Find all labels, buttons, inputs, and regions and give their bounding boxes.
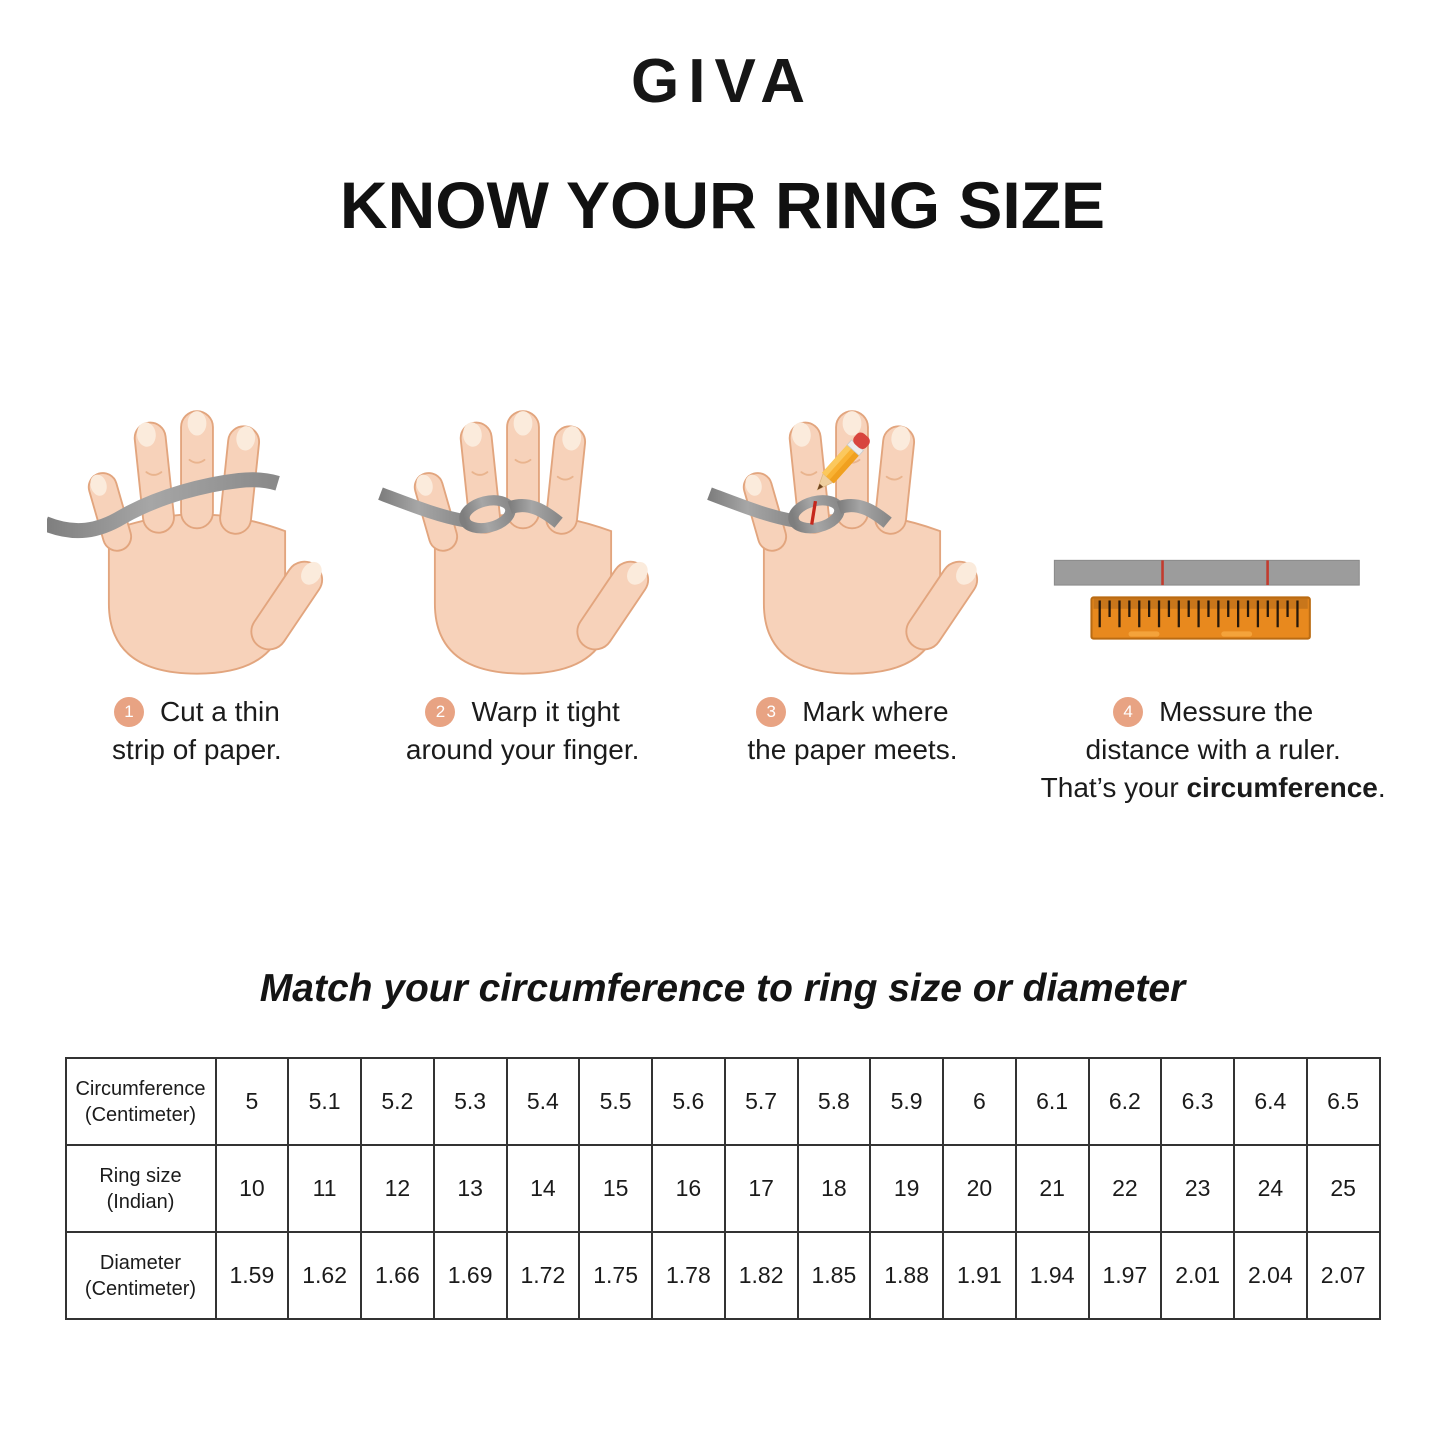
step-3: 3 Mark where the paper meets.	[688, 383, 1018, 807]
table-cell: 1.85	[796, 1231, 872, 1320]
table-cell: 23	[1160, 1144, 1235, 1233]
paper-strip-and-ruler-icon	[1048, 383, 1378, 683]
row-header: Ring size (Indian)	[64, 1144, 217, 1233]
step-2-number-badge: 2	[425, 697, 456, 727]
hand-with-pencil-mark-icon	[702, 383, 1002, 683]
table-cell: 13	[432, 1144, 508, 1233]
table-cell: 12	[360, 1144, 435, 1233]
table-cell: 1.66	[360, 1231, 435, 1320]
table-cell: 5.5	[578, 1057, 653, 1146]
page-title: KNOW YOUR RING SIZE	[339, 168, 1106, 242]
step-4-caption: 4 Messure the distance with a ruler. Tha…	[1041, 693, 1386, 807]
table-cell: 1.91	[942, 1231, 1017, 1320]
step-1-number-badge: 1	[113, 697, 144, 727]
table-cell: 5	[214, 1057, 290, 1146]
table-cell: 19	[869, 1144, 944, 1233]
step-1: 1 Cut a thin strip of paper.	[36, 383, 358, 807]
table-cell: 1.88	[869, 1231, 944, 1320]
table-cell: 6.5	[1305, 1057, 1381, 1146]
step-2-caption: 2 Warp it tight around your finger.	[406, 693, 640, 769]
table-cell: 1.72	[505, 1231, 581, 1320]
hand-with-strip-wrapped-icon	[373, 383, 673, 683]
table-cell: 1.62	[287, 1231, 362, 1320]
hand-with-paper-strip-icon	[46, 383, 347, 683]
ruler-icon	[1090, 596, 1312, 640]
table-cell: 6.2	[1087, 1057, 1163, 1146]
table-row: Ring size (Indian) 10 11 12 13 14 15 16 17 18 19 20 2…	[64, 1144, 1381, 1233]
step-4-line-2: distance with a ruler.	[1085, 734, 1341, 765]
brand-logo: GIVA	[631, 47, 814, 116]
table-cell: 1.78	[651, 1231, 726, 1320]
table-cell: 5.6	[651, 1057, 726, 1146]
table-cell: 6.4	[1233, 1057, 1308, 1146]
table-cell: 24	[1233, 1144, 1308, 1233]
table-cell: 2.04	[1233, 1231, 1308, 1320]
table-cell: 1.97	[1087, 1231, 1163, 1320]
table-heading: Match your circumference to ring size or…	[259, 967, 1186, 1010]
table-cell: 6.3	[1160, 1057, 1235, 1146]
step-3-number-badge: 3	[756, 697, 787, 727]
table-row: Circumference (Centimeter) 5 5.1 5.2 5.3 5.4 5.…	[64, 1057, 1381, 1146]
table-cell: 1.59	[214, 1231, 290, 1320]
table-cell: 6.1	[1014, 1057, 1090, 1146]
table-cell: 17	[723, 1144, 799, 1233]
step-2-line-1: Warp it tight	[471, 696, 620, 727]
table-cell: 1.75	[578, 1231, 653, 1320]
table-row: Diameter (Centimeter) 1.59 1.62 1.66 1.69 1.72…	[64, 1231, 1381, 1320]
step-4: 4 Messure the distance with a ruler. Tha…	[1017, 383, 1409, 807]
paper-strip-wrapped	[377, 487, 563, 534]
step-2: 2 Warp it tight around your finger.	[358, 383, 688, 807]
table-cell: 21	[1014, 1144, 1090, 1233]
table-cell: 5.9	[869, 1057, 944, 1146]
table-cell: 25	[1305, 1144, 1381, 1233]
table-cell: 1.69	[432, 1231, 508, 1320]
ring-size-table: Circumference (Centimeter) 5 5.1 5.2 5.3 5.4 5.…	[64, 1057, 1381, 1320]
table-cell: 14	[505, 1144, 581, 1233]
paper-strip	[46, 472, 280, 539]
table-cell: 15	[578, 1144, 653, 1233]
table-cell: 5.7	[723, 1057, 799, 1146]
step-1-line-1: Cut a thin	[159, 696, 280, 727]
table-cell: 20	[942, 1144, 1017, 1233]
step-2-line-2: around your finger.	[405, 734, 640, 765]
table-cell: 1.82	[723, 1231, 799, 1320]
step-3-line-2: the paper meets.	[747, 734, 958, 765]
step-1-caption: 1 Cut a thin strip of paper.	[112, 693, 282, 769]
table-cell: 6	[942, 1057, 1017, 1146]
pencil-icon	[817, 432, 871, 491]
red-mark	[810, 500, 818, 525]
table-cell: 5.4	[505, 1057, 581, 1146]
step-3-line-1: Mark where	[802, 696, 949, 727]
step-4-number-badge: 4	[1113, 697, 1144, 727]
table-cell: 5.8	[796, 1057, 872, 1146]
table-cell: 1.94	[1014, 1231, 1090, 1320]
table-cell: 5.1	[287, 1057, 362, 1146]
table-cell: 11	[287, 1144, 362, 1233]
row-header: Diameter (Centimeter)	[64, 1231, 217, 1320]
table-cell: 10	[214, 1144, 290, 1233]
table-cell: 2.07	[1305, 1231, 1381, 1320]
step-4-line-1: Messure the	[1159, 696, 1314, 727]
step-3-caption: 3 Mark where the paper meets.	[747, 693, 957, 769]
table-cell: 2.01	[1160, 1231, 1235, 1320]
table-cell: 18	[796, 1144, 872, 1233]
red-marks	[1161, 560, 1270, 586]
step-4-line-3: That’s your circumference.	[1040, 772, 1386, 803]
row-header: Circumference (Centimeter)	[64, 1057, 217, 1146]
table-cell: 5.3	[432, 1057, 508, 1146]
step-1-line-2: strip of paper.	[112, 734, 282, 765]
table-cell: 16	[651, 1144, 726, 1233]
measured-strip	[1054, 559, 1360, 586]
ring-size-guide: GIVA KNOW YOUR RING SIZE	[0, 47, 1445, 1320]
table-cell: 5.2	[360, 1057, 435, 1146]
steps-section: 1 Cut a thin strip of paper.	[0, 383, 1445, 807]
table-cell: 22	[1087, 1144, 1163, 1233]
